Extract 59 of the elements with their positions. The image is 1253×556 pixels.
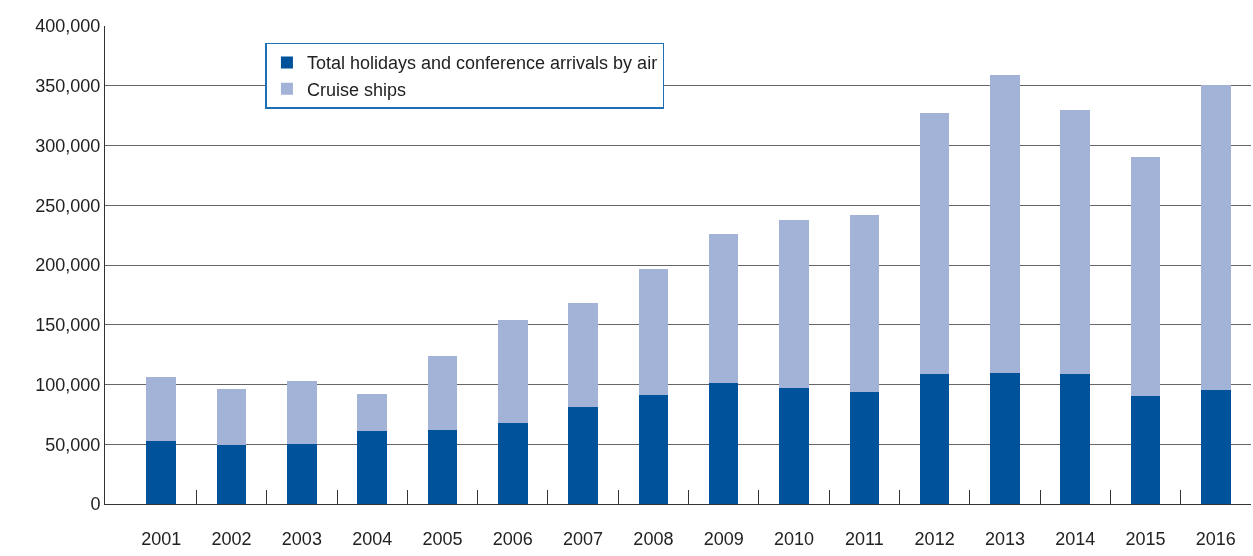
y-tick-label: 200,000 bbox=[35, 255, 101, 276]
bar bbox=[849, 391, 880, 504]
bar bbox=[708, 233, 739, 384]
x-tick-label: 2012 bbox=[914, 528, 955, 549]
bar bbox=[146, 440, 177, 504]
bar bbox=[357, 431, 387, 504]
x-tick-label: 2004 bbox=[352, 528, 393, 549]
bar bbox=[216, 389, 247, 446]
x-tick-label: 2008 bbox=[633, 528, 674, 549]
bar bbox=[146, 377, 177, 441]
bar bbox=[216, 445, 247, 504]
bar bbox=[919, 373, 950, 504]
x-tick-label: 2001 bbox=[141, 528, 182, 549]
bar bbox=[779, 219, 809, 389]
bar bbox=[990, 372, 1020, 504]
y-tick-label: 400,000 bbox=[35, 16, 101, 37]
bar bbox=[1130, 157, 1161, 397]
x-tick-label: 2009 bbox=[703, 528, 744, 549]
x-tick-label: 2005 bbox=[422, 528, 463, 549]
y-tick-label: 300,000 bbox=[35, 135, 101, 156]
bar bbox=[919, 113, 950, 374]
x-tick-label: 2016 bbox=[1195, 528, 1236, 549]
x-tick-label: 2013 bbox=[984, 528, 1025, 549]
bar bbox=[638, 395, 669, 504]
x-tick-label: 2011 bbox=[844, 528, 884, 549]
y-tick-label: 100,000 bbox=[35, 374, 101, 395]
bar bbox=[779, 388, 809, 504]
x-tick-label: 2014 bbox=[1055, 528, 1096, 549]
y-tick-label: 0 bbox=[90, 494, 101, 515]
bar bbox=[427, 355, 458, 430]
x-tick-label: 2003 bbox=[281, 528, 322, 549]
x-tick-label: 2007 bbox=[563, 528, 604, 549]
bar bbox=[568, 407, 598, 504]
y-tick-label: 250,000 bbox=[35, 195, 101, 216]
x-tick-label: 2010 bbox=[773, 528, 815, 549]
bar bbox=[1201, 84, 1231, 391]
bar bbox=[1060, 109, 1090, 374]
bar bbox=[708, 383, 739, 504]
bar bbox=[498, 319, 528, 423]
bar bbox=[568, 303, 598, 408]
legend-label: Total holidays and conference arrivals by air bbox=[306, 53, 658, 74]
y-tick-label: 50,000 bbox=[45, 434, 101, 455]
bar bbox=[287, 444, 317, 504]
legend-label: Cruise ships bbox=[306, 79, 406, 100]
bar bbox=[1130, 396, 1161, 504]
bar bbox=[1201, 390, 1231, 504]
y-tick-label: 350,000 bbox=[35, 76, 101, 97]
bar bbox=[498, 422, 528, 504]
x-tick-label: 2015 bbox=[1125, 528, 1166, 549]
x-tick-label: 2002 bbox=[211, 528, 252, 549]
bar bbox=[990, 75, 1020, 373]
y-tick-label: 150,000 bbox=[35, 315, 101, 336]
bar bbox=[638, 268, 669, 396]
bar bbox=[1060, 373, 1090, 504]
bar bbox=[427, 429, 458, 504]
x-tick-label: 2006 bbox=[492, 528, 533, 549]
bar bbox=[287, 380, 317, 445]
bar bbox=[357, 394, 387, 432]
bar bbox=[849, 214, 880, 392]
